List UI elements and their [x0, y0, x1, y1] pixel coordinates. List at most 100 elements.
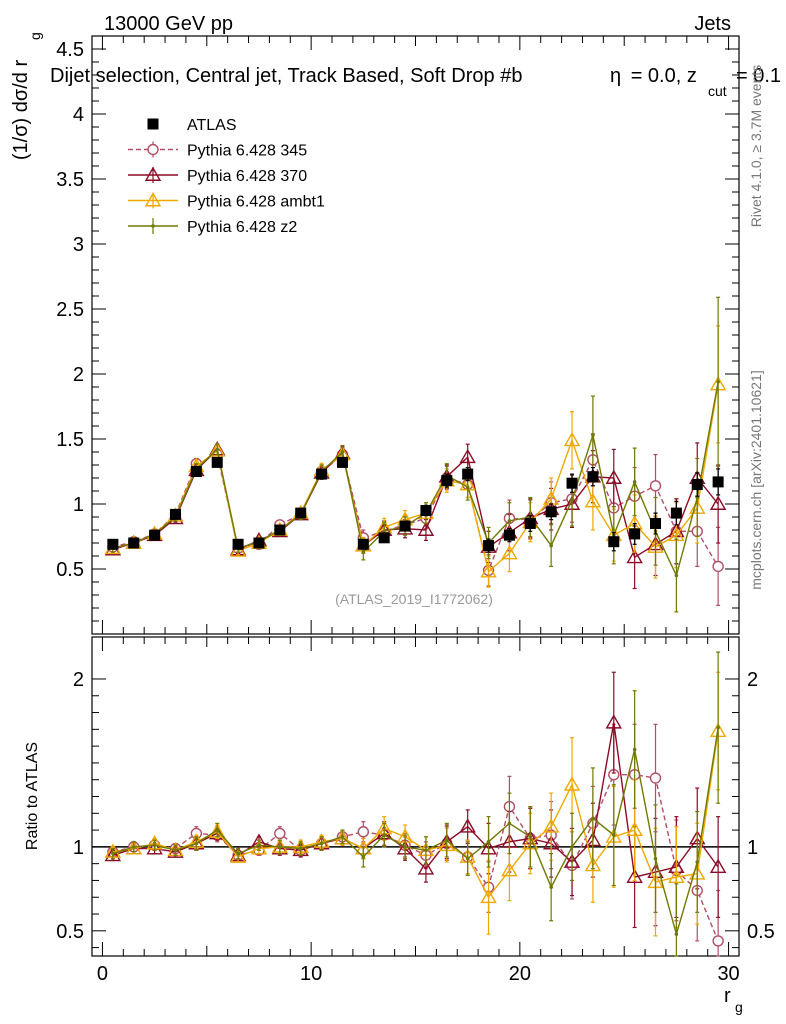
ratio-point — [668, 868, 685, 884]
ratio-point — [584, 856, 602, 872]
main-point — [524, 518, 536, 529]
ratio-point — [382, 833, 386, 837]
ratio-point — [250, 840, 268, 855]
main-point — [545, 506, 557, 518]
main-ytick-label: 0.5 — [56, 559, 84, 581]
legend-symbol — [128, 141, 178, 158]
ratio-point — [542, 818, 560, 833]
ratio-line — [112, 722, 719, 878]
main-ytick-label: 2 — [73, 364, 84, 386]
ratio-ytick-label-right: 1 — [747, 837, 758, 859]
main-point — [382, 529, 386, 534]
main-series-4 — [107, 456, 724, 553]
legend-symbol — [147, 118, 159, 130]
ratio-ytick-label-right: 0.5 — [747, 921, 775, 943]
ratio-point — [236, 851, 240, 856]
main-point — [712, 476, 724, 488]
ratio-point — [528, 834, 533, 839]
ratio-xtick-label: 20 — [509, 963, 531, 985]
ratio-point — [626, 868, 643, 884]
ratio-xtick-label: 10 — [300, 963, 322, 985]
ratio-point — [674, 932, 679, 936]
legend-label: Pythia 6.428 345 — [187, 143, 307, 160]
legend-marker — [147, 118, 159, 130]
main-ytick-label: 1.5 — [56, 429, 84, 451]
ratio-xlabel-sub: g — [735, 999, 743, 1015]
ratio-ylabel: Ratio to ATLAS — [24, 742, 41, 850]
main-axes: 0.5 1 1.5 2 2.5 3 3.5 4 4.5 — [56, 36, 739, 634]
main-point — [361, 550, 366, 554]
main-ytick-label: 3.5 — [56, 169, 84, 191]
main-point — [229, 542, 247, 557]
main-ytick-label: 2.5 — [56, 299, 84, 321]
rivet-label: Rivet 4.1.0, ≥ 3.7M events — [748, 65, 764, 228]
ratio-ytick-label: 2 — [73, 669, 84, 691]
ratio-point — [445, 838, 449, 842]
param-sub: cut — [708, 83, 727, 99]
ratio-point — [229, 848, 247, 863]
ratio-point — [417, 860, 435, 875]
main-series-3 — [110, 296, 721, 613]
ratio-point — [298, 846, 303, 851]
legend-label: Pythia 6.428 370 — [187, 168, 307, 185]
legend-symbol — [128, 166, 178, 183]
ratio-point — [274, 827, 286, 840]
legend-marker — [144, 192, 162, 207]
main-ytick-label: 4 — [73, 104, 84, 126]
ratio-point — [424, 848, 428, 853]
ratio-line — [112, 727, 719, 937]
main-line — [112, 384, 719, 573]
main-point — [483, 540, 495, 552]
main-point — [674, 573, 679, 578]
ratio-point — [605, 714, 622, 729]
ratio-point — [357, 826, 370, 838]
ratio-point — [716, 725, 720, 730]
main-point — [169, 508, 181, 520]
legend-symbol — [128, 218, 178, 234]
main-point — [215, 447, 220, 452]
main-ylabel: (1/σ) dσ/d r — [10, 60, 32, 161]
ratio-series-layer — [104, 651, 727, 957]
ratio-point — [480, 888, 497, 904]
main-point — [649, 480, 662, 492]
main-point — [563, 431, 581, 447]
param-title: η = 0.0, z — [610, 65, 697, 87]
legend-label: Pythia 6.428 z2 — [187, 219, 297, 236]
main-point — [480, 563, 497, 578]
param-eta: η — [610, 65, 621, 87]
ratio-point — [111, 851, 115, 856]
ratio-point — [104, 846, 122, 862]
ratio-point — [549, 885, 553, 889]
main-line — [112, 381, 719, 578]
main-point — [253, 537, 265, 549]
main-point — [570, 498, 574, 502]
ratio-series-2 — [104, 671, 727, 937]
main-point — [584, 492, 602, 508]
ratio-point — [563, 776, 581, 791]
legend: ATLAS Pythia 6.428 345 Pythia 6.428 370 Pyt… — [128, 117, 325, 236]
selection-title: Dijet selection, Central jet, Track Base… — [50, 65, 522, 87]
main-point — [340, 450, 345, 454]
main-point — [691, 479, 703, 490]
main-ylabel-sub: g — [27, 32, 43, 40]
main-line — [112, 447, 719, 559]
legend-marker — [144, 166, 162, 181]
ratio-point — [501, 861, 518, 877]
legend-marker — [147, 143, 159, 156]
main-series-layer — [104, 296, 727, 613]
ratio-line — [112, 730, 719, 899]
ratio-axes: 0.5 0.51 12 20 10 20 30 — [56, 637, 775, 985]
main-point — [417, 521, 435, 536]
ratio-point — [167, 843, 184, 858]
main-point — [591, 433, 595, 437]
ratio-ytick-label: 1 — [73, 837, 84, 859]
main-point — [670, 507, 682, 519]
main-point — [605, 469, 622, 484]
ratio-point — [403, 845, 407, 849]
main-point — [503, 529, 515, 541]
ratio-point — [257, 843, 261, 847]
main-point — [709, 495, 727, 510]
main-point — [507, 519, 512, 523]
main-point — [650, 518, 662, 529]
